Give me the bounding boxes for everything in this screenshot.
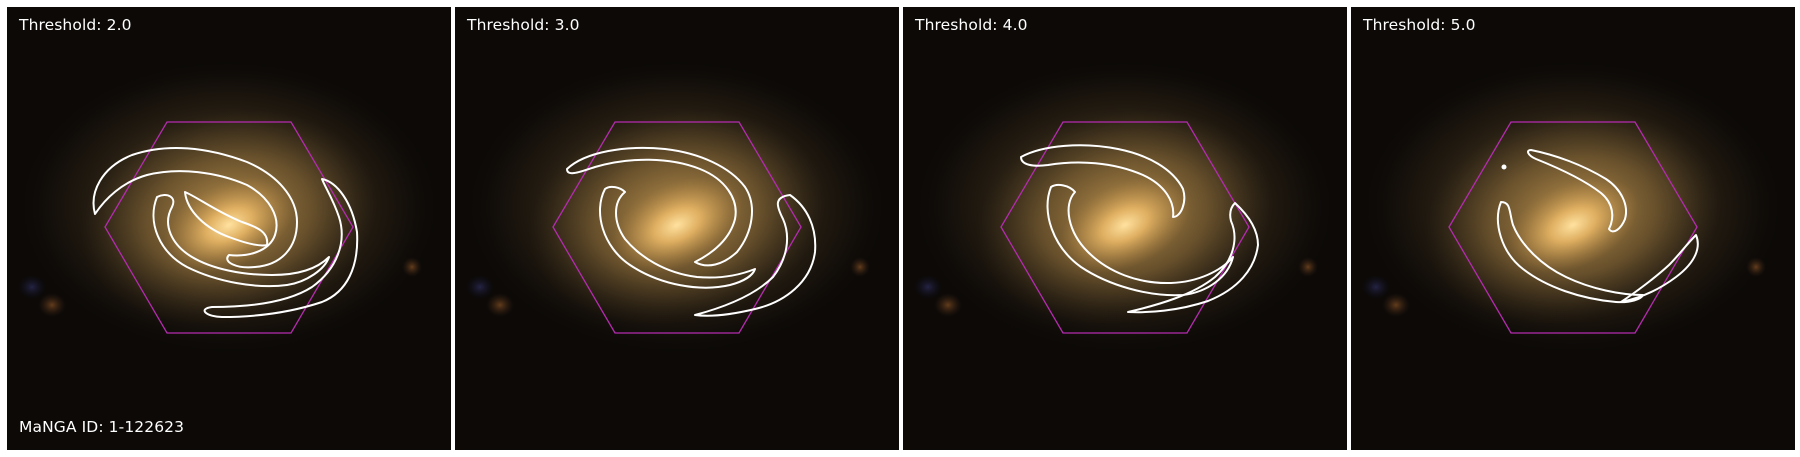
spiral-contours [566, 146, 817, 317]
hexagon-outline [1448, 121, 1698, 334]
threshold-label: Threshold: 3.0 [467, 16, 580, 34]
image-panel-threshold-5: Threshold: 5.0 [1351, 7, 1795, 450]
threshold-label: Threshold: 2.0 [19, 16, 132, 34]
galaxy-image [7, 7, 451, 450]
threshold-label: Threshold: 4.0 [915, 16, 1028, 34]
hexagon-outline [1000, 121, 1250, 334]
galaxy-image [903, 7, 1347, 450]
spiral-contours [92, 147, 359, 318]
galaxy-image [1351, 7, 1795, 450]
spiral-contours [1020, 144, 1259, 314]
manga-id-label: MaNGA ID: 1-122623 [19, 418, 185, 436]
spiral-contours [1497, 149, 1699, 304]
image-panel-threshold-4: Threshold: 4.0 [903, 7, 1347, 450]
galaxy-image [455, 7, 899, 450]
threshold-label: Threshold: 5.0 [1363, 16, 1476, 34]
image-panel-threshold-3: Threshold: 3.0 [455, 7, 899, 450]
hexagon-outline [552, 121, 802, 334]
image-panel-threshold-2: Threshold: 2.0 MaNGA ID: 1-122623 [7, 7, 451, 450]
hexagon-outline [104, 121, 354, 334]
